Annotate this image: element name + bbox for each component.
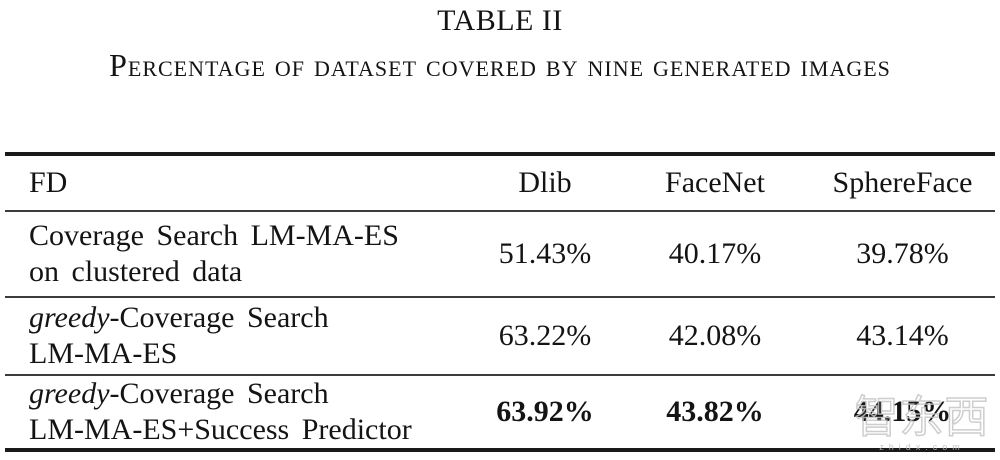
row-label-text: -Coverage Search	[109, 301, 329, 334]
row-label-italic: greedy	[29, 377, 110, 410]
row-label-line1: Coverage Search LM-MA-ES	[29, 218, 470, 254]
row-label: Coverage Search LM-MA-ES on clustered da…	[5, 211, 470, 297]
row-label-text: -Coverage Search	[109, 377, 329, 410]
value-cell-facenet: 43.82%	[620, 374, 810, 450]
value-cell-sphereface: 39.78%	[856, 237, 949, 270]
table-caption: Percentage of dataset covered by nine ge…	[109, 47, 891, 83]
row-label-italic: greedy	[29, 301, 110, 334]
column-header-dlib: Dlib	[470, 154, 620, 212]
table-row: greedy-Coverage Search LM-MA-ES+Success …	[5, 374, 995, 450]
row-label-text: Coverage Search LM-MA-ES	[29, 219, 399, 252]
table-row: greedy-Coverage Search LM-MA-ES 63.22% 4…	[5, 296, 995, 375]
row-label-line1: greedy-Coverage Search	[29, 300, 470, 336]
column-header-facenet: FaceNet	[620, 154, 810, 212]
results-table: FD Dlib FaceNet SphereFace Coverage Sear…	[5, 152, 995, 452]
row-label-line2: LM-MA-ES+Success Predictor	[29, 413, 412, 446]
table-number-title: TABLE II	[437, 4, 563, 37]
value-cell-dlib: 63.92%	[470, 374, 620, 450]
header-row: FD Dlib FaceNet SphereFace	[5, 154, 995, 212]
row-label: greedy-Coverage Search LM-MA-ES+Success …	[5, 374, 470, 450]
value-cell-sphereface: 44.15%	[810, 374, 995, 450]
value-cell-facenet: 40.17%	[668, 237, 762, 270]
table-row: Coverage Search LM-MA-ES on clustered da…	[5, 211, 995, 297]
column-header-sphereface: SphereFace	[810, 154, 995, 212]
value-cell-sphereface: 43.14%	[810, 296, 995, 375]
value-cell-facenet: 42.08%	[620, 296, 810, 375]
row-label-line2: LM-MA-ES	[29, 337, 178, 370]
value-cell-dlib: 51.43%	[498, 237, 592, 270]
value-cell-dlib: 63.22%	[470, 296, 620, 375]
row-label-line2: on clustered data	[29, 255, 243, 288]
column-header-fd: FD	[5, 154, 470, 212]
row-label-line1: greedy-Coverage Search	[29, 376, 470, 412]
row-label: greedy-Coverage Search LM-MA-ES	[5, 296, 470, 375]
